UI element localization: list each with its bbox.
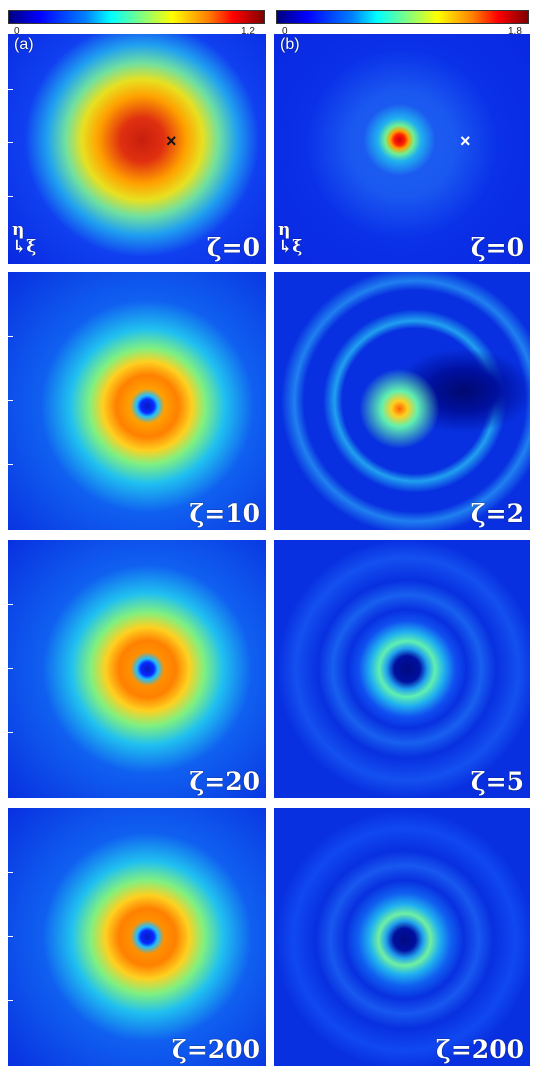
colorbar-a [8, 10, 265, 24]
panel-b-1-label: ζ=0 [470, 233, 524, 262]
panel-a-2-label: ζ=10 [189, 499, 260, 528]
panel-b-4-label: ζ=200 [436, 1035, 524, 1064]
colorbar-a-max: 1.2 [241, 26, 255, 37]
panel-b-4: ζ=200 [274, 808, 530, 1066]
panel-a-4: ζ=200 [8, 808, 266, 1066]
panel-a-1: (a) × η ↳ξ ζ=0 [8, 34, 266, 264]
panel-b-1: (b) × η ↳ξ ζ=0 [274, 34, 530, 264]
colorbar-b-max: 1.8 [508, 26, 522, 37]
panel-a-3-label: ζ=20 [189, 767, 260, 796]
axes-indicator-b: η ↳ξ [278, 220, 303, 257]
panel-a-4-label: ζ=200 [172, 1035, 260, 1064]
panel-b-3-label: ζ=5 [470, 767, 524, 796]
panel-a-1-label: ζ=0 [206, 233, 260, 262]
colorbar-a-min: 0 [14, 26, 20, 37]
panel-a-2: ζ=10 [8, 272, 266, 530]
panel-label-b: (b) [280, 36, 300, 53]
panel-label-a: (a) [14, 36, 34, 53]
panel-b-3: ζ=5 [274, 540, 530, 798]
cross-marker-b: × [460, 131, 471, 151]
cross-marker-a: × [166, 131, 177, 151]
panel-a-3: ζ=20 [8, 540, 266, 798]
panel-b-2: ζ=2 [274, 272, 530, 530]
colorbar-b [276, 10, 529, 24]
colorbar-b-min: 0 [282, 26, 288, 37]
axes-indicator-a: η ↳ξ [12, 220, 37, 257]
panel-b-2-label: ζ=2 [470, 499, 524, 528]
